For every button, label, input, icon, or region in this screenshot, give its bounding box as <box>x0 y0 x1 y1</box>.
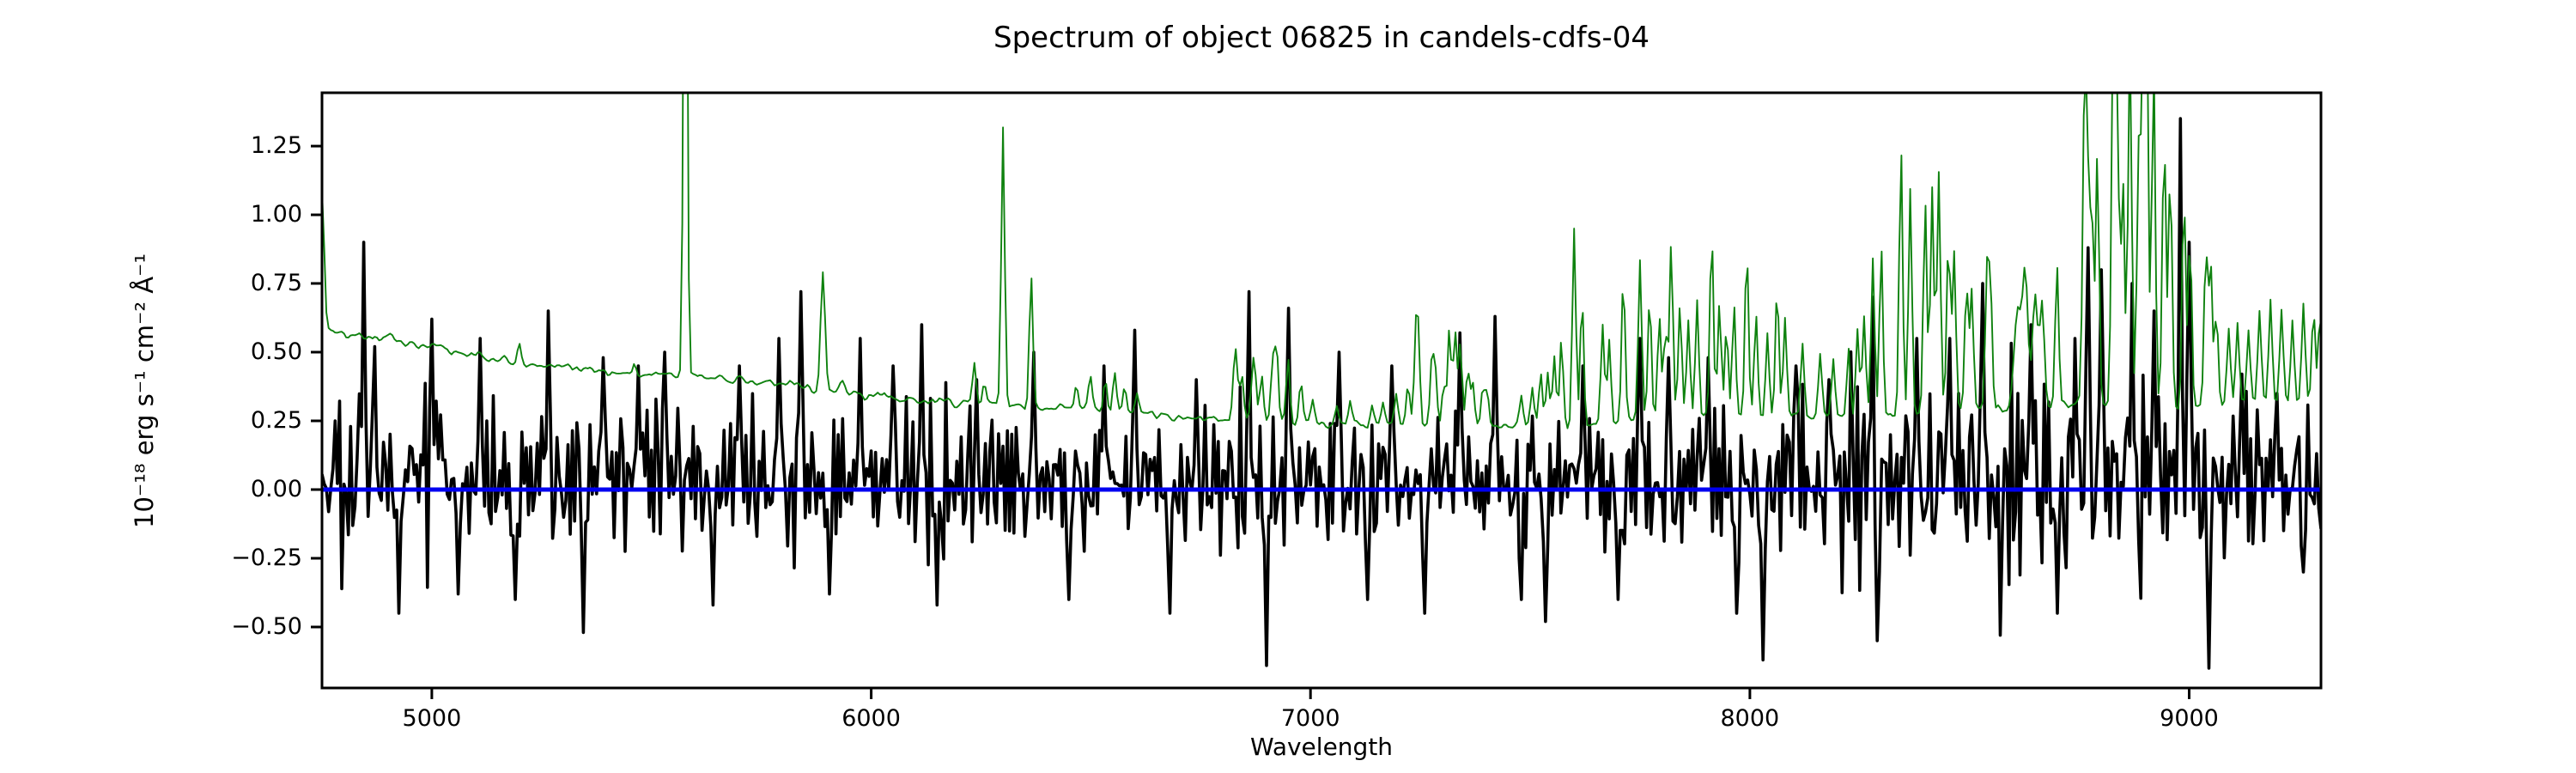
axes-spines <box>320 91 2323 690</box>
plot-title: Spectrum of object 06825 in candels-cdfs… <box>993 21 1649 55</box>
x-tick-label: 9000 <box>2160 705 2219 732</box>
x-tick-label: 5000 <box>402 705 462 732</box>
noise-series-line <box>322 93 2321 429</box>
y-tick-label: 0.75 <box>250 270 302 297</box>
x-tick-label: 8000 <box>1720 705 1780 732</box>
y-tick-label: −0.25 <box>231 544 302 571</box>
y-tick-label: 0.00 <box>250 476 302 502</box>
y-tick-label: −0.50 <box>231 612 302 640</box>
x-tick-label: 6000 <box>841 705 901 732</box>
tick-marks <box>311 144 2190 699</box>
x-axis-label: Wavelength <box>1249 733 1394 761</box>
flux-series-line <box>322 117 2321 670</box>
y-tick-label: 0.50 <box>250 338 302 366</box>
y-tick-label: 1.25 <box>250 132 302 160</box>
x-tick-label: 7000 <box>1280 705 1340 732</box>
y-tick-label: 0.25 <box>250 407 302 434</box>
y-axis-label: 10⁻¹⁸ erg s⁻¹ cm⁻² Å⁻¹ <box>130 253 159 528</box>
y-tick-label: 1.00 <box>250 201 302 228</box>
